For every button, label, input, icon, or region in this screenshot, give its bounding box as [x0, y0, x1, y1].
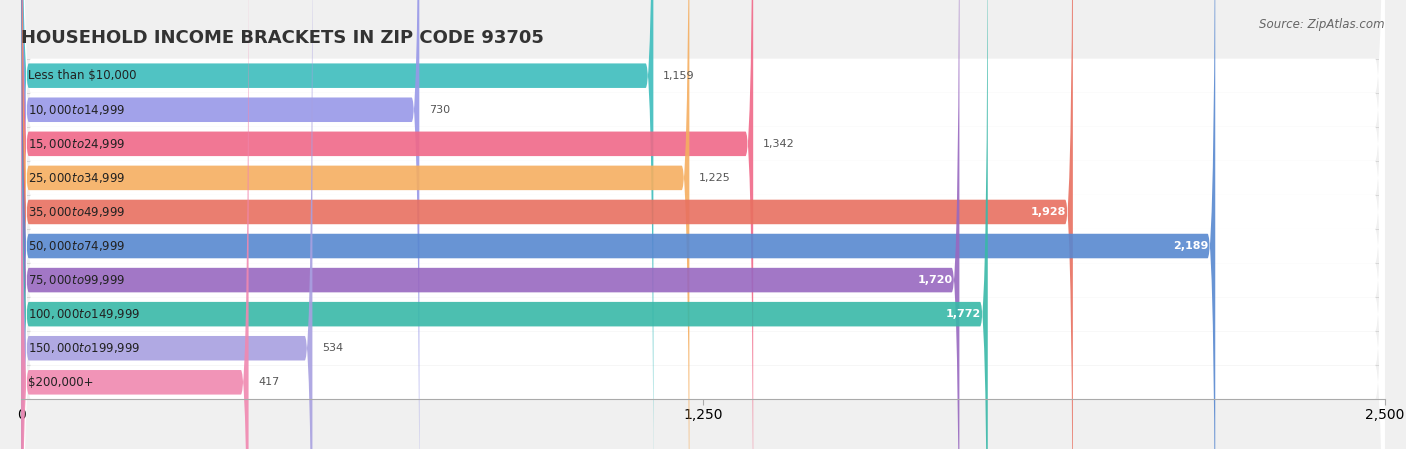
FancyBboxPatch shape — [21, 0, 312, 449]
FancyBboxPatch shape — [21, 0, 249, 449]
FancyBboxPatch shape — [21, 0, 1073, 449]
FancyBboxPatch shape — [21, 0, 988, 449]
Text: $100,000 to $149,999: $100,000 to $149,999 — [28, 307, 141, 321]
FancyBboxPatch shape — [21, 0, 1385, 449]
FancyBboxPatch shape — [21, 0, 1385, 449]
Text: $15,000 to $24,999: $15,000 to $24,999 — [28, 137, 125, 151]
FancyBboxPatch shape — [21, 0, 1385, 449]
FancyBboxPatch shape — [21, 0, 959, 449]
Text: 1,342: 1,342 — [763, 139, 794, 149]
Text: $75,000 to $99,999: $75,000 to $99,999 — [28, 273, 125, 287]
Text: 2,189: 2,189 — [1174, 241, 1209, 251]
Text: 1,720: 1,720 — [918, 275, 953, 285]
Text: 1,772: 1,772 — [946, 309, 981, 319]
Text: 417: 417 — [259, 377, 280, 387]
FancyBboxPatch shape — [21, 0, 1385, 449]
FancyBboxPatch shape — [21, 0, 419, 449]
FancyBboxPatch shape — [21, 0, 1385, 449]
Text: $150,000 to $199,999: $150,000 to $199,999 — [28, 341, 141, 355]
Text: $200,000+: $200,000+ — [28, 376, 93, 389]
FancyBboxPatch shape — [21, 0, 1385, 449]
FancyBboxPatch shape — [21, 0, 1215, 449]
Text: $25,000 to $34,999: $25,000 to $34,999 — [28, 171, 125, 185]
Text: $35,000 to $49,999: $35,000 to $49,999 — [28, 205, 125, 219]
Text: 1,159: 1,159 — [664, 70, 695, 81]
FancyBboxPatch shape — [21, 0, 1385, 449]
Text: $50,000 to $74,999: $50,000 to $74,999 — [28, 239, 125, 253]
FancyBboxPatch shape — [21, 0, 1385, 449]
Text: Less than $10,000: Less than $10,000 — [28, 69, 136, 82]
Text: HOUSEHOLD INCOME BRACKETS IN ZIP CODE 93705: HOUSEHOLD INCOME BRACKETS IN ZIP CODE 93… — [21, 29, 544, 47]
Text: 534: 534 — [322, 343, 343, 353]
Text: Source: ZipAtlas.com: Source: ZipAtlas.com — [1260, 18, 1385, 31]
Text: 1,928: 1,928 — [1031, 207, 1066, 217]
Text: $10,000 to $14,999: $10,000 to $14,999 — [28, 103, 125, 117]
FancyBboxPatch shape — [21, 0, 1385, 449]
FancyBboxPatch shape — [21, 0, 689, 449]
FancyBboxPatch shape — [21, 0, 654, 449]
FancyBboxPatch shape — [21, 0, 1385, 449]
FancyBboxPatch shape — [21, 0, 754, 449]
Text: 1,225: 1,225 — [699, 173, 731, 183]
Text: 730: 730 — [429, 105, 450, 115]
